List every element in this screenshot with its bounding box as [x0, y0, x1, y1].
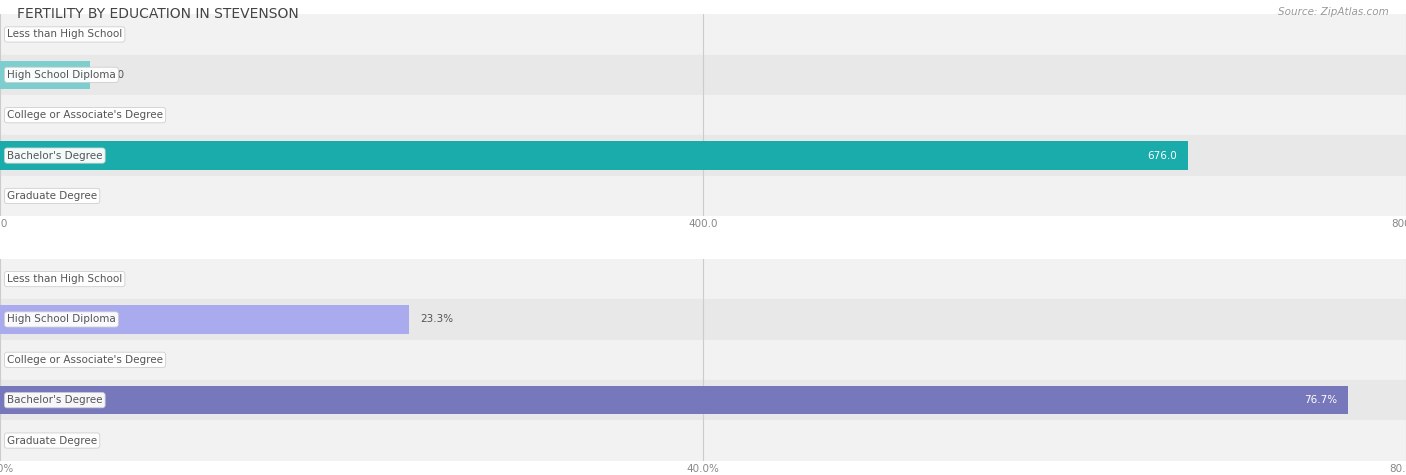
Text: 0.0%: 0.0%: [11, 355, 38, 365]
Text: Bachelor's Degree: Bachelor's Degree: [7, 395, 103, 405]
Text: 0.0%: 0.0%: [11, 436, 38, 446]
Text: Graduate Degree: Graduate Degree: [7, 191, 97, 201]
Bar: [0, 176, 1406, 216]
Text: 676.0: 676.0: [1147, 151, 1177, 161]
Text: Less than High School: Less than High School: [7, 274, 122, 284]
Text: Graduate Degree: Graduate Degree: [7, 436, 97, 446]
Text: 0.0: 0.0: [11, 29, 28, 39]
Bar: [0, 14, 1406, 55]
Text: College or Associate's Degree: College or Associate's Degree: [7, 110, 163, 120]
Text: College or Associate's Degree: College or Associate's Degree: [7, 355, 163, 365]
Bar: [0, 142, 1188, 170]
Text: Less than High School: Less than High School: [7, 29, 122, 39]
Text: 23.3%: 23.3%: [420, 314, 454, 324]
Bar: [0, 61, 90, 89]
Bar: [0, 55, 1406, 95]
Bar: [0, 380, 1406, 420]
Bar: [0, 305, 409, 333]
Text: High School Diploma: High School Diploma: [7, 314, 115, 324]
Bar: [0, 420, 1406, 461]
Text: 0.0%: 0.0%: [11, 274, 38, 284]
Bar: [0, 135, 1406, 176]
Text: 0.0: 0.0: [11, 110, 28, 120]
Text: High School Diploma: High School Diploma: [7, 70, 115, 80]
Bar: [0, 340, 1406, 380]
Text: 51.0: 51.0: [101, 70, 124, 80]
Text: 76.7%: 76.7%: [1303, 395, 1337, 405]
Bar: [0, 95, 1406, 135]
Bar: [0, 299, 1406, 340]
Bar: [0, 386, 1348, 414]
Text: Bachelor's Degree: Bachelor's Degree: [7, 151, 103, 161]
Text: FERTILITY BY EDUCATION IN STEVENSON: FERTILITY BY EDUCATION IN STEVENSON: [17, 7, 298, 21]
Text: 0.0: 0.0: [11, 191, 28, 201]
Text: Source: ZipAtlas.com: Source: ZipAtlas.com: [1278, 7, 1389, 17]
Bar: [0, 259, 1406, 299]
